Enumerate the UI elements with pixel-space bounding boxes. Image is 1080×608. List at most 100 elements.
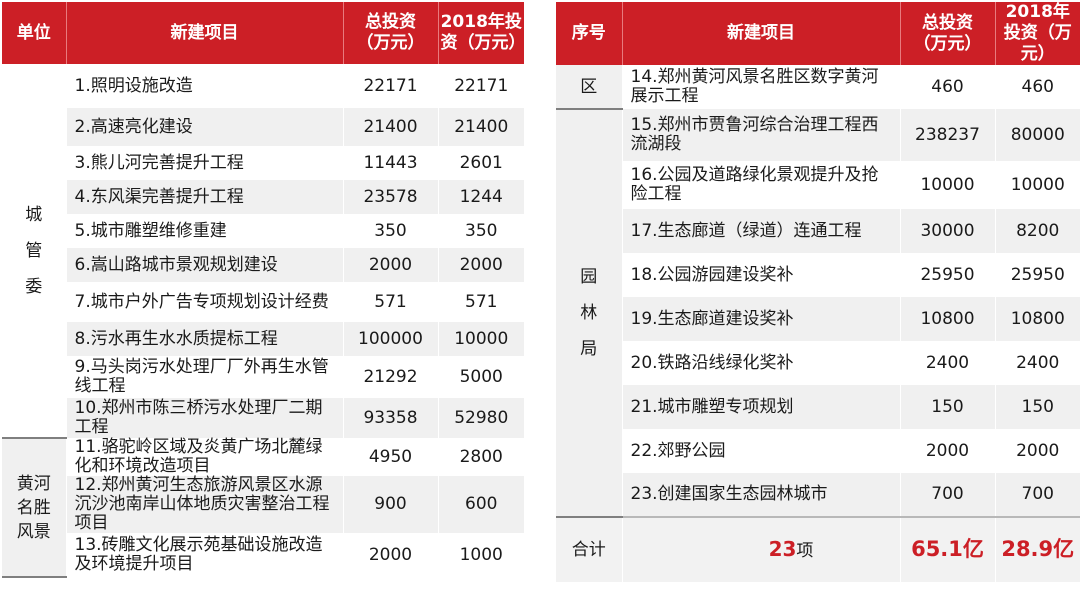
total-count-number: 23	[768, 536, 797, 561]
header-total-investment: 总投资（万元）	[900, 2, 996, 65]
project-name: 7.城市户外广告专项规划设计经费	[66, 282, 344, 322]
total-investment: 2000	[343, 248, 439, 282]
total-investment: 11443	[343, 146, 439, 180]
total-investment: 571	[343, 282, 439, 322]
project-name: 4.东风渠完善提升工程	[66, 180, 344, 214]
table-row: 3.熊儿河完善提升工程 11443 2601	[2, 146, 524, 180]
project-name: 17.生态廊道（绿道）连通工程	[622, 209, 901, 253]
investment-2018: 2601	[438, 146, 524, 180]
total-investment: 238237	[900, 109, 996, 161]
investment-2018: 700	[995, 473, 1080, 517]
table-row: 7.城市户外广告专项规划设计经费 571 571	[2, 282, 524, 322]
project-name: 11.骆驼岭区域及炎黄广场北麓绿化和环境改造项目	[66, 438, 344, 476]
project-name: 10.郑州市陈三桥污水处理厂二期工程	[66, 398, 344, 438]
investment-2018: 571	[438, 282, 524, 322]
project-name: 15.郑州市贾鲁河综合治理工程西流湖段	[622, 109, 901, 161]
table-row: 6.嵩山路城市景观规划建设 2000 2000	[2, 248, 524, 282]
total-investment: 30000	[900, 209, 996, 253]
project-name: 20.铁路沿线绿化奖补	[622, 341, 901, 385]
project-name: 19.生态廊道建设奖补	[622, 297, 901, 341]
total-investment: 460	[900, 65, 996, 109]
investment-2018: 21400	[438, 108, 524, 146]
table-row: 19.生态廊道建设奖补 10800 10800	[556, 297, 1080, 341]
total-investment: 22171	[343, 64, 439, 108]
table-row: 8.污水再生水水质提标工程 100000 10000	[2, 322, 524, 356]
project-name: 1.照明设施改造	[66, 64, 344, 108]
project-name: 16.公园及道路绿化景观提升及抢险工程	[622, 161, 901, 209]
investment-2018: 2400	[995, 341, 1080, 385]
investment-2018: 350	[438, 214, 524, 248]
table-row: 9.马头岗污水处理厂厂外再生水管线工程 21292 5000	[2, 356, 524, 398]
total-count-unit: 项	[796, 540, 814, 561]
total-investment: 350	[343, 214, 439, 248]
project-name: 23.创建国家生态园林城市	[622, 473, 901, 517]
right-project-table: 序号 新建项目 总投资（万元） 2018年投资（万元） 区 14.郑州黄河风景名胜…	[556, 2, 1080, 582]
left-project-table: 单位 新建项目 总投资（万元） 2018年投资（万元） 城管委 1.照明设施改造 2…	[2, 2, 526, 578]
investment-2018: 8200	[995, 209, 1080, 253]
investment-2018: 150	[995, 385, 1080, 429]
table-row: 12.郑州黄河生态旅游风景区水源沉沙池南岸山体地质灾害整治工程项目 900 600	[2, 476, 524, 533]
header-project: 新建项目	[66, 2, 344, 64]
table-row: 城管委 1.照明设施改造 22171 22171	[2, 64, 524, 439]
table-row: 23.创建国家生态园林城市 700 700	[556, 473, 1080, 517]
investment-2018: 80000	[995, 109, 1080, 161]
table-row: 5.城市雕塑维修重建 350 350	[2, 214, 524, 248]
table-row: 区 14.郑州黄河风景名胜区数字黄河展示工程 460 460	[556, 65, 1080, 110]
investment-2018: 10000	[438, 322, 524, 356]
table-row: 13.砖雕文化展示苑基础设施改造及环境提升项目 2000 1000	[2, 533, 524, 577]
table-row: 园林局 15.郑州市贾鲁河综合治理工程西流湖段 238237 80000	[556, 109, 1080, 518]
project-name: 9.马头岗污水处理厂厂外再生水管线工程	[66, 356, 344, 398]
total-investment: 100000	[343, 322, 439, 356]
right-header-row: 序号 新建项目 总投资（万元） 2018年投资（万元）	[556, 2, 1080, 65]
header-2018-investment: 2018年投资（万元）	[438, 2, 526, 64]
total-investment: 2000	[900, 429, 996, 473]
table-row: 16.公园及道路绿化景观提升及抢险工程 10000 10000	[556, 161, 1080, 209]
investment-2018-sum: 28.9亿	[1001, 536, 1075, 561]
header-unit: 单位	[2, 2, 67, 64]
investment-2018: 1244	[438, 180, 524, 214]
investment-2018: 2800	[438, 438, 524, 476]
total-investment: 21400	[343, 108, 439, 146]
investment-2018: 460	[995, 65, 1080, 109]
project-name: 18.公园游园建设奖补	[622, 253, 901, 297]
total-investment: 21292	[343, 356, 439, 398]
investment-2018: 25950	[995, 253, 1080, 297]
unit-cell: 园林局	[556, 109, 623, 518]
table-row: 黄河名胜风景 11.骆驼岭区域及炎黄广场北麓绿化和环境改造项目 4950 2800	[2, 438, 524, 578]
project-name: 22.郊野公园	[622, 429, 901, 473]
total-label: 合计	[556, 516, 623, 582]
total-investment: 10800	[900, 297, 996, 341]
header-2018-investment: 2018年投资（万元）	[995, 2, 1080, 65]
total-investment: 10000	[900, 161, 996, 209]
investment-2018: 600	[438, 476, 524, 533]
project-name: 13.砖雕文化展示苑基础设施改造及环境提升项目	[66, 533, 344, 577]
header-total-investment: 总投资（万元）	[343, 2, 439, 64]
total-investment: 150	[900, 385, 996, 429]
unit-cell: 黄河名胜风景	[2, 438, 67, 578]
investment-2018: 10800	[995, 297, 1080, 341]
total-investment: 23578	[343, 180, 439, 214]
investment-2018: 22171	[438, 64, 524, 108]
investment-2018: 2000	[438, 248, 524, 282]
project-name: 8.污水再生水水质提标工程	[66, 322, 344, 356]
investment-2018: 1000	[438, 533, 524, 577]
total-investment: 25950	[900, 253, 996, 297]
header-serial: 序号	[556, 2, 623, 65]
project-name: 21.城市雕塑专项规划	[622, 385, 901, 429]
project-name: 12.郑州黄河生态旅游风景区水源沉沙池南岸山体地质灾害整治工程项目	[66, 476, 344, 533]
table-row: 22.郊野公园 2000 2000	[556, 429, 1080, 473]
total-count: 23项	[622, 516, 901, 582]
unit-cell: 区	[556, 65, 623, 110]
table-row: 10.郑州市陈三桥污水处理厂二期工程 93358 52980	[2, 398, 524, 438]
total-investment: 700	[900, 473, 996, 517]
table-row: 4.东风渠完善提升工程 23578 1244	[2, 180, 524, 214]
left-header-row: 单位 新建项目 总投资（万元） 2018年投资（万元）	[2, 2, 526, 64]
investment-2018: 5000	[438, 356, 524, 398]
total-investment-sum: 65.1亿	[911, 536, 984, 561]
investment-2018: 10000	[995, 161, 1080, 209]
table-row: 17.生态廊道（绿道）连通工程 30000 8200	[556, 209, 1080, 253]
header-project: 新建项目	[622, 2, 901, 65]
table-row: 18.公园游园建设奖补 25950 25950	[556, 253, 1080, 297]
total-investment: 93358	[343, 398, 439, 438]
project-name: 5.城市雕塑维修重建	[66, 214, 344, 248]
